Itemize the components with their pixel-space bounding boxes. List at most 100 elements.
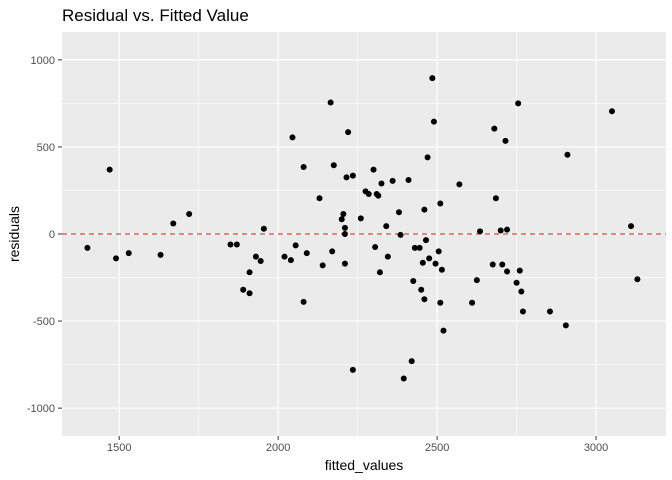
- y-axis-title: residuals: [6, 206, 22, 262]
- scatter-point: [246, 290, 253, 297]
- scatter-point: [411, 244, 418, 251]
- scatter-point: [499, 261, 506, 268]
- scatter-point: [341, 231, 348, 237]
- scatter-point: [349, 172, 356, 179]
- scatter-point: [422, 237, 429, 244]
- x-tick-label: 2000: [266, 442, 290, 454]
- scatter-point: [518, 288, 525, 295]
- x-tick-label: 1500: [107, 442, 131, 454]
- scatter-point: [170, 220, 177, 227]
- scatter-point: [376, 269, 383, 276]
- scatter-point: [628, 223, 635, 230]
- scatter-point: [84, 244, 91, 251]
- scatter-point: [329, 248, 336, 255]
- scatter-point: [440, 327, 447, 334]
- scatter-point: [395, 209, 402, 216]
- scatter-point: [473, 277, 480, 284]
- scatter-point: [564, 151, 571, 158]
- scatter-point: [497, 227, 504, 234]
- scatter-point: [421, 296, 428, 303]
- scatter-point: [418, 286, 425, 293]
- y-tick-label: -500: [33, 316, 55, 328]
- scatter-point: [186, 210, 193, 217]
- scatter-point: [435, 248, 442, 255]
- y-tick-label: -1000: [27, 403, 55, 415]
- scatter-point: [456, 181, 463, 188]
- scatter-point: [513, 279, 520, 286]
- scatter-point: [515, 100, 522, 107]
- scatter-point: [281, 253, 288, 260]
- scatter-point: [375, 192, 382, 199]
- scatter-point: [491, 125, 498, 132]
- scatter-point: [477, 228, 484, 235]
- scatter-point: [372, 244, 379, 251]
- scatter-point: [252, 253, 259, 260]
- y-axis-ticks: -1000 -500 0 500 1000: [27, 55, 62, 415]
- scatter-point: [424, 154, 431, 161]
- scatter-point: [408, 358, 415, 365]
- scatter-point: [400, 375, 407, 382]
- scatter-point: [340, 210, 347, 217]
- scatter-point: [383, 223, 390, 230]
- scatter-point: [421, 206, 428, 213]
- scatter-point: [608, 108, 615, 115]
- scatter-point: [227, 241, 234, 248]
- scatter-point: [113, 255, 120, 262]
- scatter-point: [287, 257, 294, 264]
- scatter-point: [438, 266, 445, 273]
- scatter-point: [341, 260, 348, 267]
- scatter-point: [634, 276, 641, 283]
- scatter-point: [357, 215, 364, 222]
- scatter-point: [300, 163, 307, 170]
- scatter-point: [289, 134, 296, 141]
- scatter-point: [246, 269, 253, 276]
- scatter-point: [341, 224, 348, 231]
- chart-title: Residual vs. Fitted Value: [62, 6, 249, 25]
- scatter-point: [546, 308, 553, 315]
- scatter-point: [327, 99, 334, 106]
- scatter-point: [292, 242, 299, 249]
- scatter-point: [365, 190, 372, 197]
- scatter-point: [562, 322, 569, 329]
- x-axis-title: fitted_values: [325, 457, 404, 473]
- scatter-point: [430, 118, 437, 125]
- scatter-point: [260, 225, 267, 232]
- scatter-point: [370, 166, 377, 173]
- scatter-point: [338, 216, 345, 223]
- scatter-point: [157, 251, 164, 258]
- scatter-point: [257, 257, 264, 264]
- scatter-point: [429, 75, 436, 82]
- x-tick-label: 3000: [584, 442, 608, 454]
- scatter-point: [437, 200, 444, 207]
- scatter-point: [432, 260, 439, 267]
- scatter-point: [416, 244, 423, 251]
- scatter-point: [240, 286, 247, 293]
- scatter-point: [489, 261, 496, 268]
- scatter-point: [516, 267, 523, 274]
- y-tick-label: 500: [37, 142, 55, 154]
- scatter-point: [469, 299, 476, 306]
- scatter-point: [389, 177, 396, 184]
- scatter-point: [330, 162, 337, 169]
- x-axis-ticks: 1500 2000 2500 3000: [107, 436, 608, 454]
- scatter-point: [345, 129, 352, 136]
- scatter-point: [125, 250, 132, 257]
- scatter-point: [437, 299, 444, 306]
- scatter-point: [384, 253, 391, 260]
- scatter-point: [504, 268, 511, 275]
- scatter-point: [502, 137, 509, 144]
- scatter-point: [378, 180, 385, 187]
- scatter-point: [397, 231, 404, 238]
- scatter-point: [492, 195, 499, 202]
- scatter-point: [349, 366, 356, 373]
- scatter-point: [303, 250, 310, 257]
- scatter-point: [106, 166, 113, 173]
- scatter-point: [319, 262, 326, 269]
- y-tick-label: 0: [49, 229, 55, 241]
- x-tick-label: 2500: [425, 442, 449, 454]
- scatter-point: [316, 195, 323, 202]
- scatter-point: [233, 241, 240, 248]
- scatter-point: [426, 255, 433, 262]
- data-points: [84, 75, 641, 382]
